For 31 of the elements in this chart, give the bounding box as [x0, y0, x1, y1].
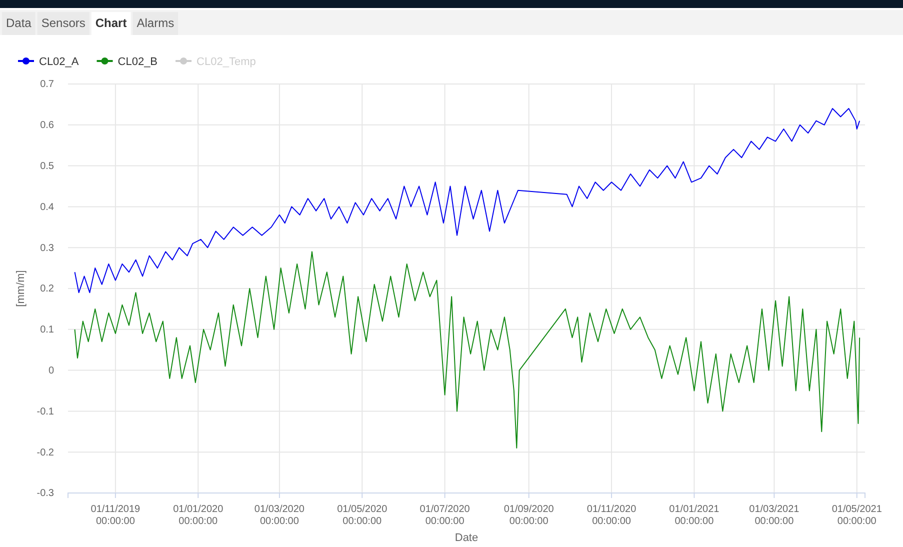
- x-tick-label: 01/07/2020 00:00:00: [420, 504, 470, 528]
- line-series: [74, 108, 860, 294]
- y-tick-label: 0.1: [40, 324, 54, 336]
- y-tick-label: 0.4: [40, 202, 54, 213]
- x-tick-label: 01/03/2021 00:00:00: [749, 504, 800, 528]
- x-axis-title: Date: [454, 532, 478, 544]
- y-tick-label: -0.3: [36, 488, 54, 500]
- text: Sensors: [41, 16, 86, 30]
- legend-label: CL02_B: [118, 56, 158, 68]
- line-series: [74, 251, 860, 449]
- y-tick-label: 0.6: [40, 120, 54, 132]
- x-tick-label: 01/09/2020 00:00:00: [504, 504, 554, 528]
- x-tick-label: 01/01/2020 00:00:00: [173, 504, 224, 528]
- x-tick-label: 01/11/2020 00:00:00: [586, 504, 637, 528]
- text: Alarms: [136, 16, 174, 30]
- x-tick-label: 01/03/2020 00:00:00: [254, 504, 305, 528]
- text: Chart: [95, 16, 127, 30]
- legend-label: CL02_A: [39, 56, 80, 68]
- x-tick-label: 01/01/2021 00:00:00: [669, 504, 720, 528]
- y-tick-label: 0.5: [40, 161, 54, 172]
- y-tick-label: 0.3: [40, 242, 54, 254]
- x-tick-label: 01/05/2021 00:00:00: [832, 504, 882, 528]
- y-tick-label: 0: [48, 366, 54, 376]
- y-tick-label: -0.1: [36, 406, 54, 418]
- x-tick-label: 01/05/2020 00:00:00: [337, 504, 388, 528]
- y-axis-title: [mm/m]: [15, 270, 27, 307]
- y-tick-label: 0.7: [40, 79, 54, 90]
- x-tick-label: 01/11/2019 00:00:00: [90, 504, 141, 528]
- y-tick-label: -0.2: [36, 447, 54, 458]
- text: Data: [6, 16, 32, 30]
- y-tick-label: 0.2: [40, 284, 54, 295]
